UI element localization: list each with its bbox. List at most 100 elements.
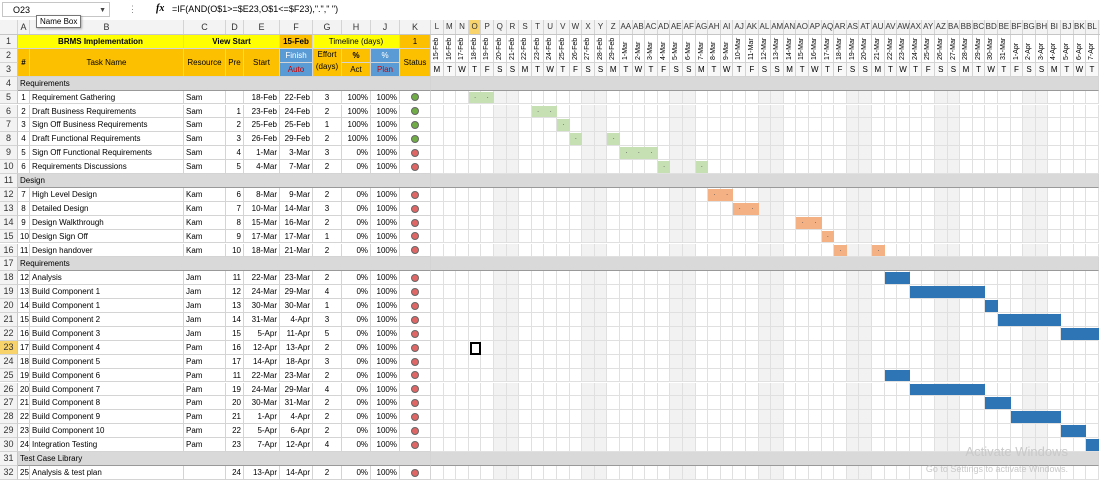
effort-days[interactable]: 1 (313, 229, 342, 244)
predecessor[interactable]: 4 (226, 146, 244, 161)
timeline-cell[interactable] (506, 271, 520, 286)
timeline-cell[interactable] (809, 340, 822, 355)
timeline-cell[interactable] (431, 132, 444, 147)
status-cell[interactable] (400, 90, 431, 105)
timeline-cell[interactable] (1048, 187, 1061, 202)
timeline-cell[interactable] (922, 160, 935, 174)
timeline-cell[interactable] (909, 313, 923, 327)
column-header-ax[interactable]: AX (910, 20, 923, 34)
timeline-cell[interactable] (720, 90, 734, 105)
timeline-cell[interactable] (771, 424, 784, 439)
timeline-cell[interactable] (569, 90, 583, 105)
timeline-cell[interactable] (594, 368, 608, 383)
view-start-label[interactable]: View Start (184, 35, 280, 49)
timeline-cell[interactable] (468, 368, 482, 383)
start-date[interactable]: 7-Apr (244, 438, 280, 452)
timeline-cell[interactable] (431, 438, 444, 452)
pct-plan[interactable]: 100% (371, 118, 400, 133)
column-header-bf[interactable]: BF (1011, 20, 1024, 34)
timeline-cell[interactable] (431, 396, 444, 411)
timeline-cell[interactable] (1086, 299, 1099, 313)
resource-name[interactable]: Jam (184, 299, 226, 313)
timeline-cell[interactable] (796, 160, 809, 174)
status-cell[interactable] (400, 132, 431, 147)
date-header[interactable]: 25-Feb (557, 35, 570, 63)
row-header-23[interactable]: 23 (0, 340, 18, 355)
timeline-cell[interactable] (846, 146, 860, 161)
timeline-cell[interactable] (1035, 187, 1049, 202)
timeline-cell[interactable] (1035, 396, 1049, 411)
finish-date[interactable]: 22-Feb (280, 90, 313, 105)
num-header[interactable]: # (18, 48, 30, 77)
finish-date[interactable]: 17-Mar (280, 229, 313, 244)
day-label[interactable]: T (733, 62, 746, 77)
column-header-ar[interactable]: AR (834, 20, 847, 34)
row-number[interactable]: 7 (18, 187, 30, 202)
timeline-cell[interactable] (431, 313, 444, 327)
timeline-cell[interactable] (733, 90, 746, 105)
timeline-cell[interactable] (720, 410, 734, 425)
column-header-al[interactable]: AL (759, 20, 772, 34)
timeline-cell[interactable] (884, 396, 898, 411)
timeline-cell[interactable] (733, 465, 746, 480)
timeline-cell[interactable] (645, 354, 658, 369)
timeline-cell[interactable] (1086, 243, 1099, 258)
finish-date[interactable]: 29-Mar (280, 382, 313, 397)
date-header[interactable]: 24-Feb (544, 35, 557, 63)
timeline-cell[interactable] (456, 396, 469, 411)
effort-header[interactable]: Effort (days) (313, 48, 342, 77)
column-header-bj[interactable]: BJ (1061, 20, 1074, 34)
effort-days[interactable]: 2 (313, 132, 342, 147)
timeline-cell[interactable] (519, 410, 532, 425)
column-header-at[interactable]: AT (859, 20, 872, 34)
timeline-cell[interactable] (594, 90, 608, 105)
day-label[interactable]: T (972, 62, 986, 77)
status-cell[interactable] (400, 215, 431, 230)
timeline-cell[interactable] (582, 118, 595, 133)
timeline-cell[interactable] (695, 326, 709, 341)
timeline-cell[interactable] (733, 271, 746, 286)
pct-actual[interactable]: 100% (342, 90, 371, 105)
timeline-cell[interactable] (758, 424, 772, 439)
timeline-cell[interactable] (683, 299, 696, 313)
timeline-cell[interactable] (544, 313, 557, 327)
timeline-cell[interactable] (733, 438, 746, 452)
timeline-cell[interactable] (1048, 285, 1061, 300)
timeline-cell[interactable] (897, 340, 910, 355)
column-header-v[interactable]: V (557, 20, 570, 34)
timeline-cell[interactable] (645, 285, 658, 300)
timeline-cell[interactable] (1035, 243, 1049, 258)
timeline-cell[interactable] (746, 187, 759, 202)
date-header[interactable]: 6-Mar (683, 35, 696, 63)
timeline-cell[interactable] (758, 368, 772, 383)
timeline-cell[interactable] (1073, 299, 1087, 313)
timeline-cell[interactable] (468, 243, 482, 258)
status-cell[interactable] (400, 104, 431, 119)
timeline-cell[interactable] (670, 465, 683, 480)
timeline-cell[interactable] (1048, 118, 1061, 133)
timeline-cell[interactable] (645, 382, 658, 397)
pct-plan[interactable]: 100% (371, 160, 400, 174)
effort-days[interactable]: 2 (313, 465, 342, 480)
gantt-bar[interactable] (998, 397, 1011, 410)
timeline-cell[interactable] (657, 438, 671, 452)
timeline-cell[interactable] (1023, 271, 1036, 286)
timeline-cell[interactable] (746, 465, 759, 480)
timeline-cell[interactable] (821, 326, 835, 341)
timeline-cell[interactable] (582, 146, 595, 161)
timeline-cell[interactable] (859, 201, 872, 216)
timeline-cell[interactable] (594, 229, 608, 244)
timeline-cell[interactable] (670, 146, 683, 161)
timeline-cell[interactable] (960, 187, 973, 202)
timeline-cell[interactable] (557, 410, 570, 425)
timeline-cell[interactable] (607, 201, 620, 216)
timeline-cell[interactable] (582, 410, 595, 425)
row-header-30[interactable]: 30 (0, 438, 18, 452)
timeline-cell[interactable] (645, 424, 658, 439)
formula-input[interactable]: =IF(AND(O$1>=$E23,O$1<=$F23),"."," ") (172, 4, 339, 14)
timeline-cell[interactable] (733, 354, 746, 369)
timeline-cell[interactable] (1035, 299, 1049, 313)
timeline-cell[interactable] (947, 229, 961, 244)
timeline-cell[interactable] (569, 187, 583, 202)
timeline-cell[interactable] (922, 104, 935, 119)
